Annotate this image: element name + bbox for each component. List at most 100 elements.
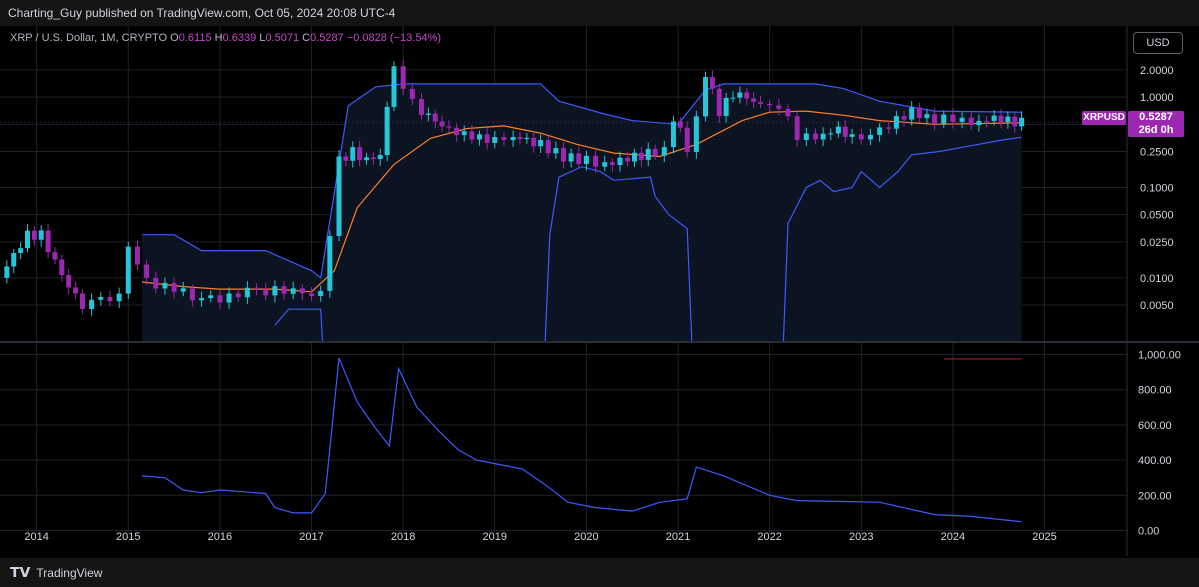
candle-body (932, 114, 938, 124)
candle-body (477, 134, 483, 140)
band-fill (142, 83, 1022, 342)
last-price-tag: 0.5287 26d 0h (1128, 111, 1184, 137)
lower-band-line (782, 136, 1022, 342)
candle-body (364, 157, 370, 161)
candle-body (730, 97, 736, 99)
candle-body (812, 133, 818, 140)
candle-body (461, 131, 467, 136)
candle-body (469, 131, 475, 140)
candle-body (632, 152, 638, 162)
candle-body (545, 140, 551, 154)
candle-body (886, 127, 892, 129)
candle-body (377, 155, 383, 159)
candle-body (309, 293, 315, 297)
candle-body (531, 137, 537, 147)
indicator-layer (141, 357, 1022, 523)
x-tick-label: 2018 (391, 531, 415, 543)
legend-open-value: 0.6115 (178, 32, 212, 44)
candle-body (189, 288, 195, 301)
candle-body (803, 133, 809, 140)
y-tick-label: 0.0100 (1140, 273, 1174, 285)
chart-area[interactable]: 2014 2015 2016 2017 2018 2019 2020 2021 2022 2023… (0, 26, 1199, 558)
candle-body (916, 107, 922, 118)
x-tick-label: 2025 (1032, 531, 1056, 543)
candle-body (244, 287, 250, 298)
lower-band-line (274, 308, 324, 342)
candle-body (835, 126, 841, 134)
candle-body (867, 134, 873, 140)
candle-body (524, 137, 530, 140)
symbol-legend: XRP / U.S. Dollar, 1M, CRYPTO O0.6115 H0… (10, 32, 441, 44)
legend-close-label: C (302, 32, 311, 44)
legend-change: −0.0828 (−13.54%) (346, 32, 441, 44)
y-tick-label: 0.0250 (1140, 237, 1174, 249)
candle-body (576, 153, 582, 165)
candle-body (998, 115, 1004, 123)
candle-body (553, 148, 559, 154)
currency-button[interactable]: USD (1133, 32, 1183, 54)
candle-body (716, 88, 722, 117)
candle-body (11, 252, 17, 267)
candle-body (432, 113, 438, 122)
candle-body (125, 246, 131, 294)
upper-band-line (142, 83, 1022, 279)
x-tick-label: 2022 (757, 531, 781, 543)
y-tick-label: 2.0000 (1140, 65, 1174, 77)
candle-body (1005, 116, 1011, 123)
candle-body (318, 290, 324, 297)
bar-countdown: 26d 0h (1138, 124, 1174, 136)
candle-body (652, 148, 658, 156)
x-tick-label: 2014 (24, 531, 48, 543)
candle-body (767, 103, 773, 106)
candle-body (976, 120, 982, 126)
candle-body (785, 108, 791, 117)
candle-body (677, 121, 683, 128)
candle-body (370, 157, 376, 159)
candle-body (751, 98, 757, 102)
candle-body (79, 293, 85, 310)
candle-body (343, 156, 349, 161)
candle-body (1012, 116, 1018, 127)
candle-body (568, 153, 574, 162)
candle-body (391, 66, 397, 107)
candle-body (357, 147, 363, 161)
candle-body (909, 107, 915, 120)
candle-body (66, 275, 72, 288)
candle-body (842, 126, 848, 137)
candle-body (400, 66, 406, 89)
x-tick-label: 2020 (574, 531, 598, 543)
tradingview-logo-icon: 𝗧𝗩 (10, 564, 31, 580)
publish-header: Charting_Guy published on TradingView.co… (0, 0, 1199, 26)
candle-body (199, 298, 205, 301)
candle-body (561, 148, 566, 162)
candle-body (858, 134, 864, 140)
candle-body (454, 127, 460, 136)
candle-body (877, 127, 883, 135)
y-tick-label: 0.1000 (1140, 182, 1174, 194)
symbol-tag: XRPUSD (1082, 111, 1126, 125)
legend-high-label: H (214, 32, 223, 44)
x-tick-label: 2023 (849, 531, 873, 543)
axis-layer: 2014 2015 2016 2017 2018 2019 2020 2021 2022 2023… (0, 26, 1199, 556)
candle-body (583, 155, 589, 165)
legend-low-label: L (259, 32, 266, 44)
candle-body (208, 295, 214, 299)
candle-body (327, 236, 333, 291)
candle-body (776, 105, 782, 109)
candle-body (272, 286, 278, 296)
candle-body (941, 114, 947, 124)
basis-line (141, 110, 1022, 293)
candle-body (31, 230, 37, 240)
candles-layer (0, 59, 1127, 316)
indicator-tick-label: 800.00 (1138, 385, 1172, 397)
chart-canvas[interactable]: 2014 2015 2016 2017 2018 2019 2020 2021 2022 2023… (0, 26, 1199, 558)
candle-body (968, 117, 974, 126)
footer: 𝗧𝗩 TradingView (0, 558, 1199, 587)
indicator-line (141, 357, 1022, 523)
x-tick-label: 2024 (941, 531, 965, 543)
last-price: 0.5287 (1139, 111, 1173, 123)
candle-body (517, 137, 523, 140)
candle-body (299, 288, 305, 294)
x-tick-label: 2019 (483, 531, 507, 543)
indicator-tick-label: 600.00 (1138, 420, 1172, 432)
